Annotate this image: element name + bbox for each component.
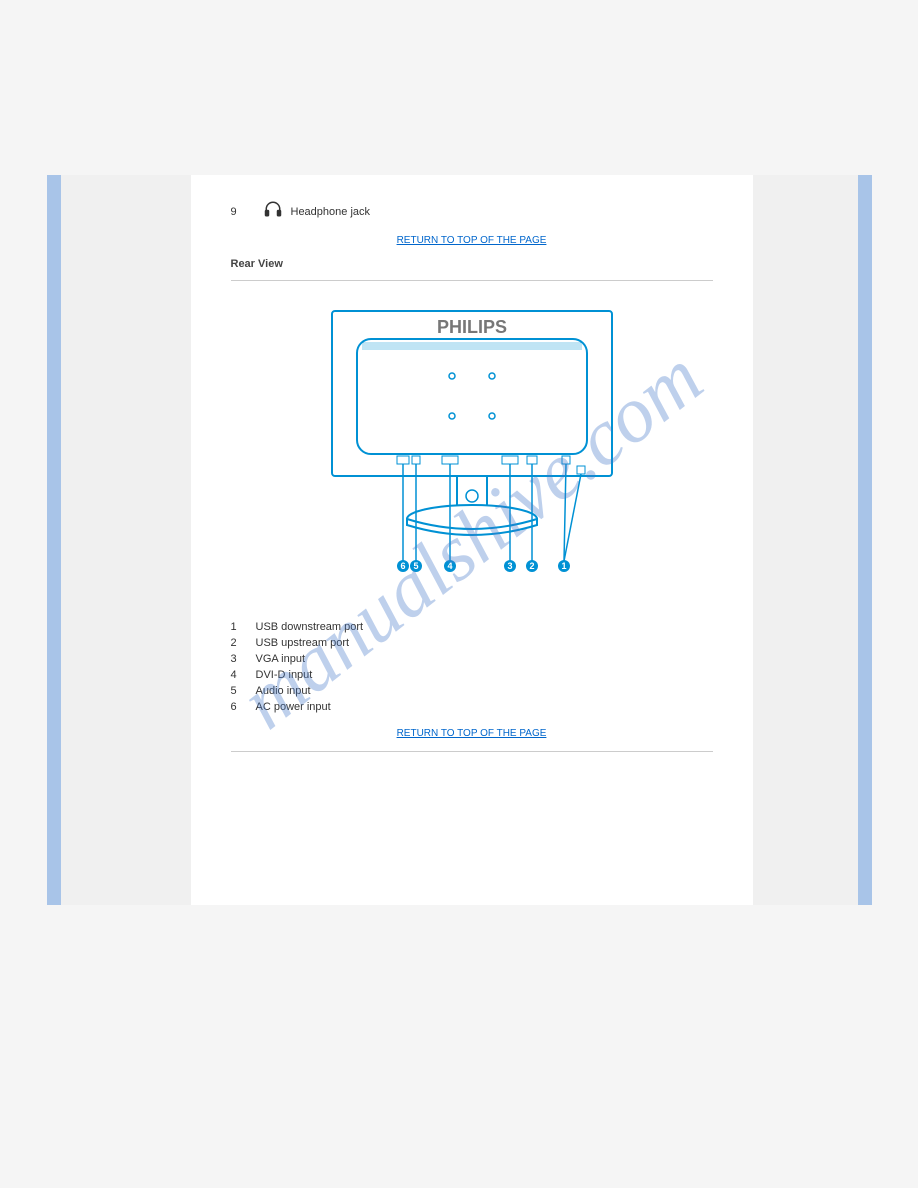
port-label: VGA input: [256, 653, 306, 665]
port-row: 2 USB upstream port: [231, 637, 713, 649]
right-margin: [753, 175, 858, 905]
brand-label: PHILIPS: [436, 317, 506, 337]
port-num: 4: [231, 669, 256, 681]
svg-text:4: 4: [447, 561, 452, 571]
port-label: Audio input: [256, 685, 311, 697]
port-label: USB downstream port: [256, 621, 364, 633]
svg-text:2: 2: [529, 561, 534, 571]
port-row: 5 Audio input: [231, 685, 713, 697]
back-to-top-link-2[interactable]: RETURN TO TOP OF THE PAGE: [231, 728, 713, 739]
port-label: DVI-D input: [256, 669, 313, 681]
svg-text:6: 6: [400, 561, 405, 571]
svg-text:3: 3: [507, 561, 512, 571]
headphone-icon: [256, 200, 291, 223]
port-row: 1 USB downstream port: [231, 621, 713, 633]
left-margin: [61, 175, 191, 905]
port-label: AC power input: [256, 701, 331, 713]
port-row: 3 VGA input: [231, 653, 713, 665]
page-container: 9 Headphone jack RETURN TO TOP OF THE PA…: [47, 175, 872, 905]
port-list: 1 USB downstream port 2 USB upstream por…: [231, 621, 713, 713]
content-area: 9 Headphone jack RETURN TO TOP OF THE PA…: [191, 175, 753, 905]
port-num: 6: [231, 701, 256, 713]
svg-text:5: 5: [413, 561, 418, 571]
port-num: 1: [231, 621, 256, 633]
left-stripe: [47, 175, 61, 905]
port-row: 6 AC power input: [231, 701, 713, 713]
port-num: 3: [231, 653, 256, 665]
port-row: 4 DVI-D input: [231, 669, 713, 681]
port-num: 2: [231, 637, 256, 649]
divider: [231, 280, 713, 281]
port-label: USB upstream port: [256, 637, 350, 649]
section-title: Rear View: [231, 258, 713, 270]
top-item-row: 9 Headphone jack: [231, 200, 713, 223]
svg-text:1: 1: [561, 561, 566, 571]
item-description: Headphone jack: [291, 206, 713, 218]
right-stripe: [858, 175, 872, 905]
rear-view-diagram: PHILIPS: [231, 301, 713, 601]
back-to-top-link[interactable]: RETURN TO TOP OF THE PAGE: [231, 235, 713, 246]
divider-2: [231, 751, 713, 752]
port-num: 5: [231, 685, 256, 697]
item-number: 9: [231, 206, 256, 218]
